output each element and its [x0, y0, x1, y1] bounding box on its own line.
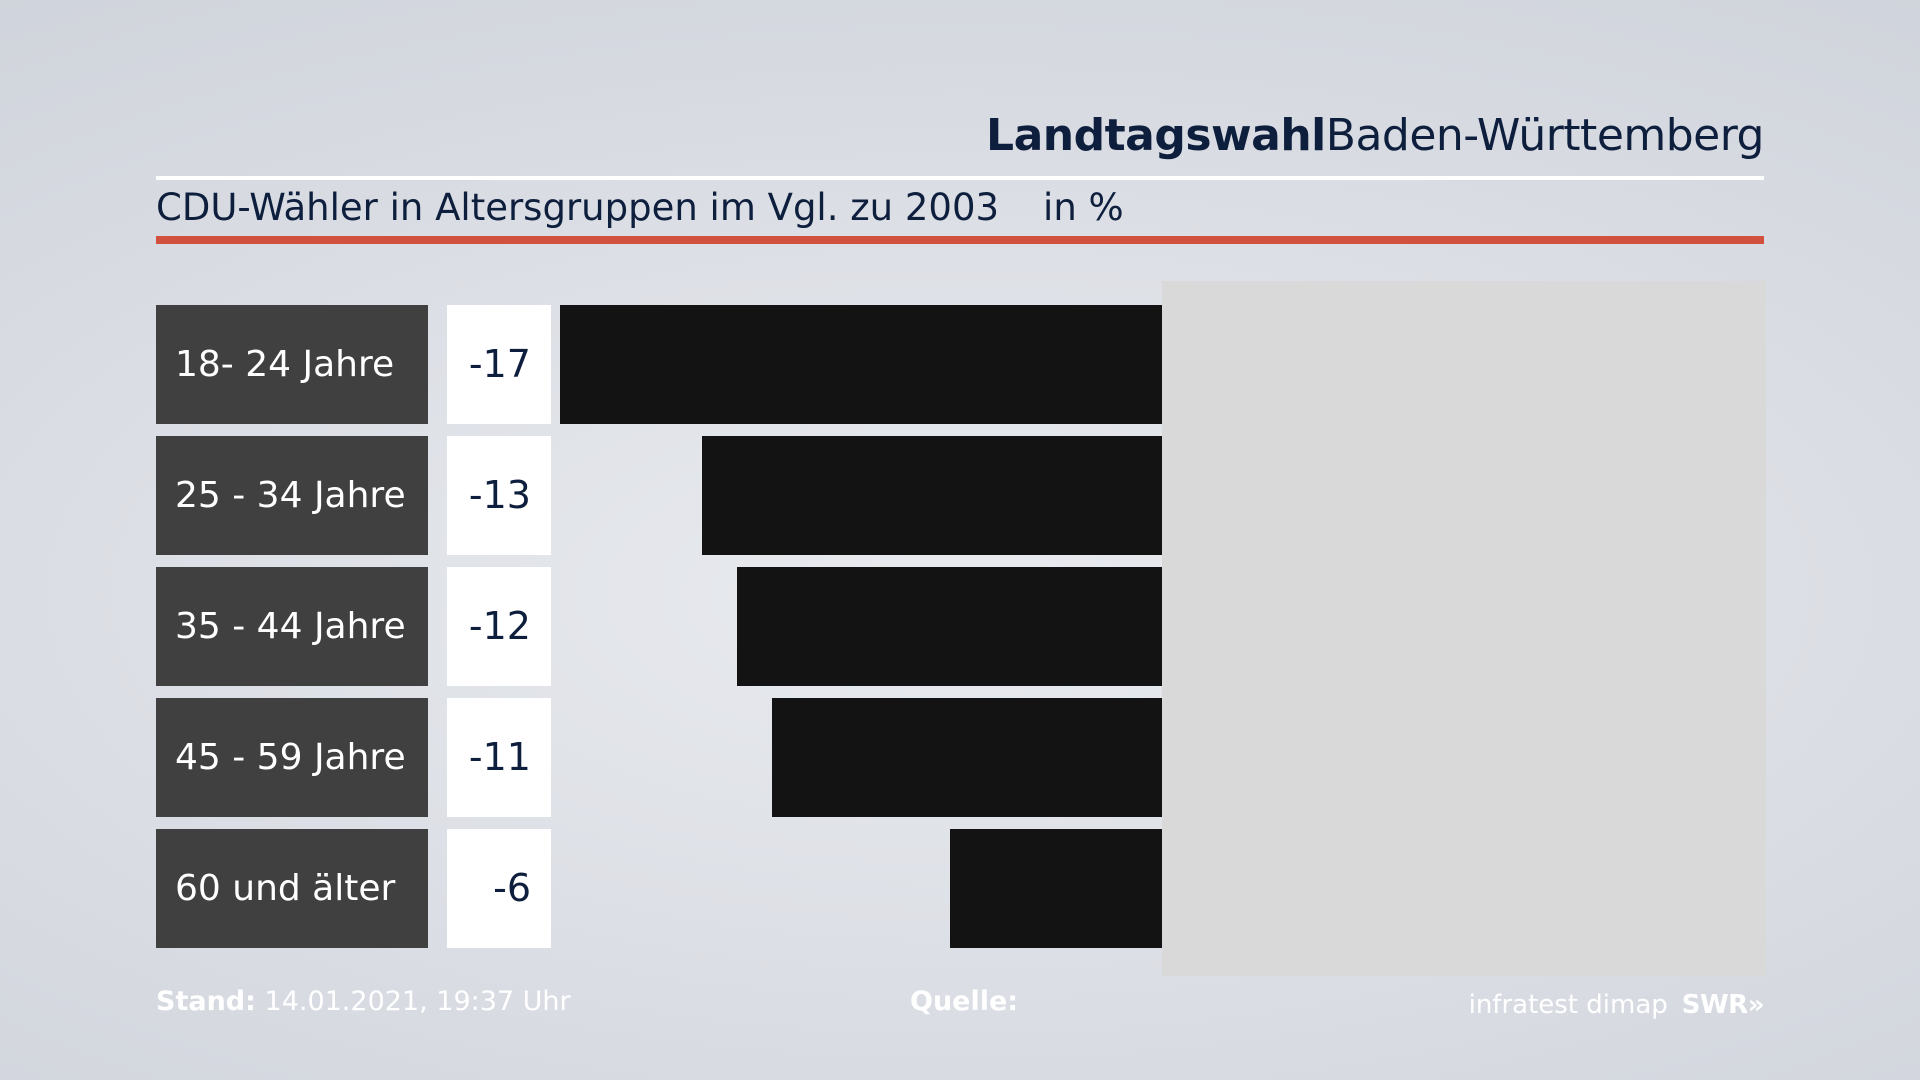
election-title: Landtagswahl [986, 110, 1326, 161]
data-label: -6 [447, 829, 551, 948]
stand-label: Stand: [156, 986, 256, 1017]
data-label: -17 [447, 305, 551, 424]
chart-subtitle: CDU-Wähler in Altersgruppen im Vgl. zu 2… [156, 182, 1124, 234]
bar [949, 829, 1162, 948]
category-label: 25 - 34 Jahre [156, 436, 428, 555]
accent-divider [156, 236, 1764, 244]
stand-value: 14.01.2021, 19:37 Uhr [264, 986, 571, 1017]
category-label: 45 - 59 Jahre [156, 698, 428, 817]
page-header: LandtagswahlBaden-Württemberg [156, 108, 1764, 178]
data-label: -11 [447, 698, 551, 817]
bar [772, 698, 1162, 817]
category-label: 18- 24 Jahre [156, 305, 428, 424]
chart-title: CDU-Wähler in Altersgruppen im Vgl. zu 2… [156, 186, 1000, 229]
swr-text: SWR [1681, 990, 1748, 1020]
data-label: -12 [447, 567, 551, 686]
data-label: -13 [447, 436, 551, 555]
footer-credits: infratest dimap SWR» [1468, 987, 1765, 1023]
chart-unit: in % [1043, 186, 1124, 229]
category-label: 60 und älter [156, 829, 428, 948]
bar [701, 436, 1162, 555]
bar [560, 305, 1162, 424]
source-name: infratest dimap [1468, 990, 1668, 1020]
region-title: Baden-Württemberg [1325, 110, 1765, 161]
swr-logo: SWR» [1681, 990, 1765, 1020]
bar [737, 567, 1162, 686]
chart-positive-area [1162, 281, 1766, 976]
category-label: 35 - 44 Jahre [156, 567, 428, 686]
header-divider [156, 176, 1764, 180]
source-label: Quelle: [910, 986, 1019, 1017]
footer-source: Quelle: [910, 984, 1018, 1020]
footer-timestamp: Stand: 14.01.2021, 19:37 Uhr [156, 984, 571, 1020]
swr-chevron-icon: » [1747, 990, 1765, 1020]
